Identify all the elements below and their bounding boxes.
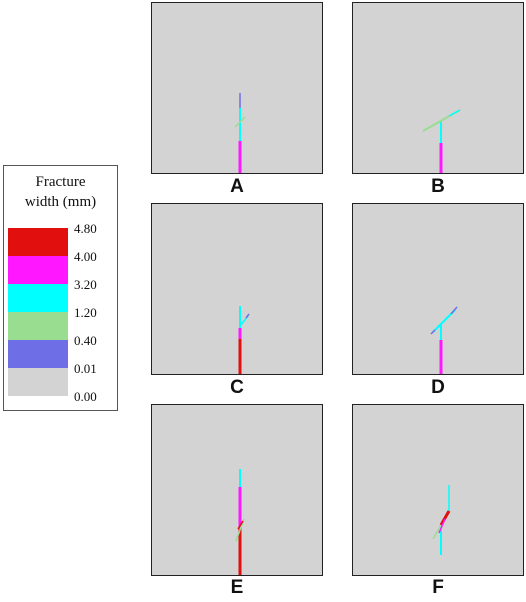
legend-swatch-blue (8, 340, 68, 368)
panel-b-fracture (422, 109, 461, 173)
panel-d-fracture (430, 306, 458, 374)
legend-tick: 0.00 (74, 389, 97, 404)
legend-tick: 0.40 (74, 333, 97, 348)
legend-title: Fracture width (mm) (4, 172, 117, 212)
panel-a-fracture (234, 93, 246, 173)
legend-swatch-magenta (8, 256, 68, 284)
panel-d (352, 203, 524, 375)
panel-c (151, 203, 323, 375)
legend-title-line1: Fracture (35, 174, 86, 190)
panel-b (352, 2, 524, 174)
legend-tick: 3.20 (74, 277, 97, 292)
panel-e-fracture (235, 469, 245, 575)
legend-tick: 0.01 (74, 361, 97, 376)
panel-f (352, 404, 524, 576)
fracture-width-legend: Fracture width (mm) 4.80 4.00 3.20 1.20 … (3, 165, 118, 411)
panel-b-label: B (431, 176, 445, 197)
legend-swatch-green (8, 312, 68, 340)
legend-swatch-gray (8, 368, 68, 396)
panel-a-label: A (230, 176, 244, 197)
panel-e (151, 404, 323, 576)
panel-a (151, 2, 323, 174)
panel-f-label: F (432, 577, 444, 598)
panel-c-fracture (238, 306, 250, 374)
panel-c-label: C (230, 377, 244, 398)
legend-tick: 4.80 (74, 221, 97, 236)
panel-e-label: E (230, 577, 244, 598)
legend-tick: 1.20 (74, 305, 97, 320)
legend-swatch-red (8, 228, 68, 256)
panel-f-fracture (432, 485, 451, 555)
legend-title-line2: width (mm) (24, 194, 97, 210)
legend-swatch-cyan (8, 284, 68, 312)
panel-d-label: D (431, 377, 445, 398)
legend-tick: 4.00 (74, 249, 97, 264)
